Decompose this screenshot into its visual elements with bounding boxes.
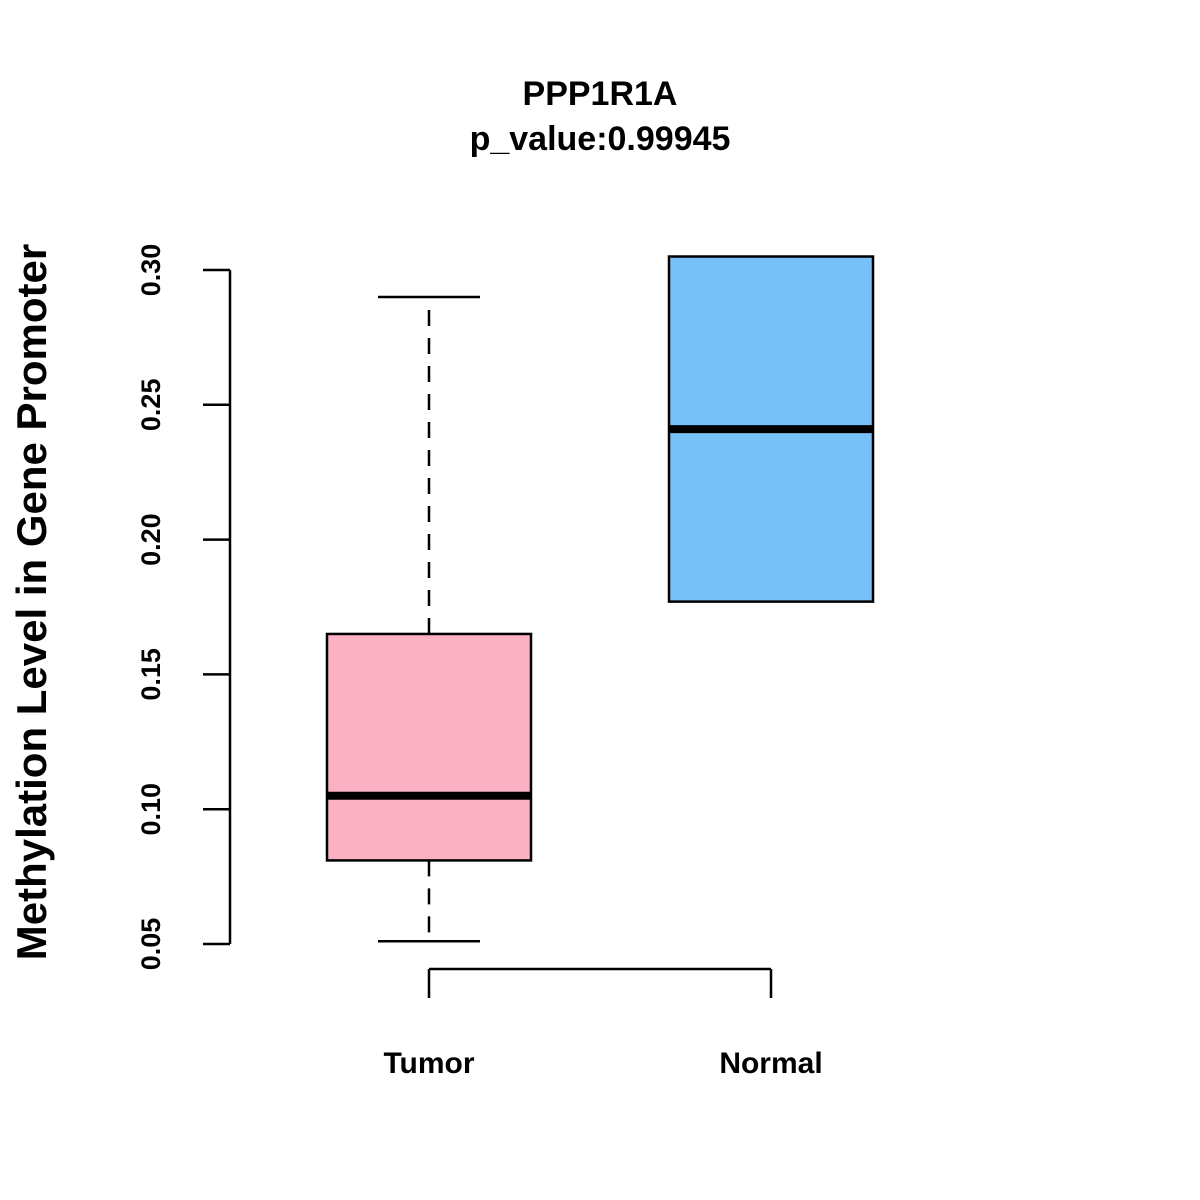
- box-body: [325, 632, 533, 862]
- box-tumor: [325, 295, 533, 943]
- x-tick-label-normal: Normal: [719, 1047, 822, 1080]
- y-tick-label: 0.30: [136, 244, 166, 297]
- y-axis-title: Methylation Level in Gene Promoter: [8, 244, 55, 960]
- chart-title: PPP1R1A: [523, 75, 678, 113]
- chart-subtitle: p_value:0.99945: [470, 120, 731, 158]
- y-tick-label: 0.25: [136, 379, 166, 432]
- boxes-layer: [325, 255, 875, 943]
- y-tick-label: 0.10: [136, 783, 166, 836]
- box-normal: [667, 255, 875, 603]
- y-tick-label: 0.15: [136, 648, 166, 701]
- x-tick-label-tumor: Tumor: [383, 1047, 474, 1080]
- y-tick-label: 0.05: [136, 918, 166, 971]
- x-labels: Tumor Normal: [383, 1047, 822, 1080]
- y-axis: 0.05 0.10 0.15 0.20 0.25 0.30: [136, 244, 232, 971]
- x-axis: [427, 967, 773, 998]
- y-tick-label: 0.20: [136, 513, 166, 566]
